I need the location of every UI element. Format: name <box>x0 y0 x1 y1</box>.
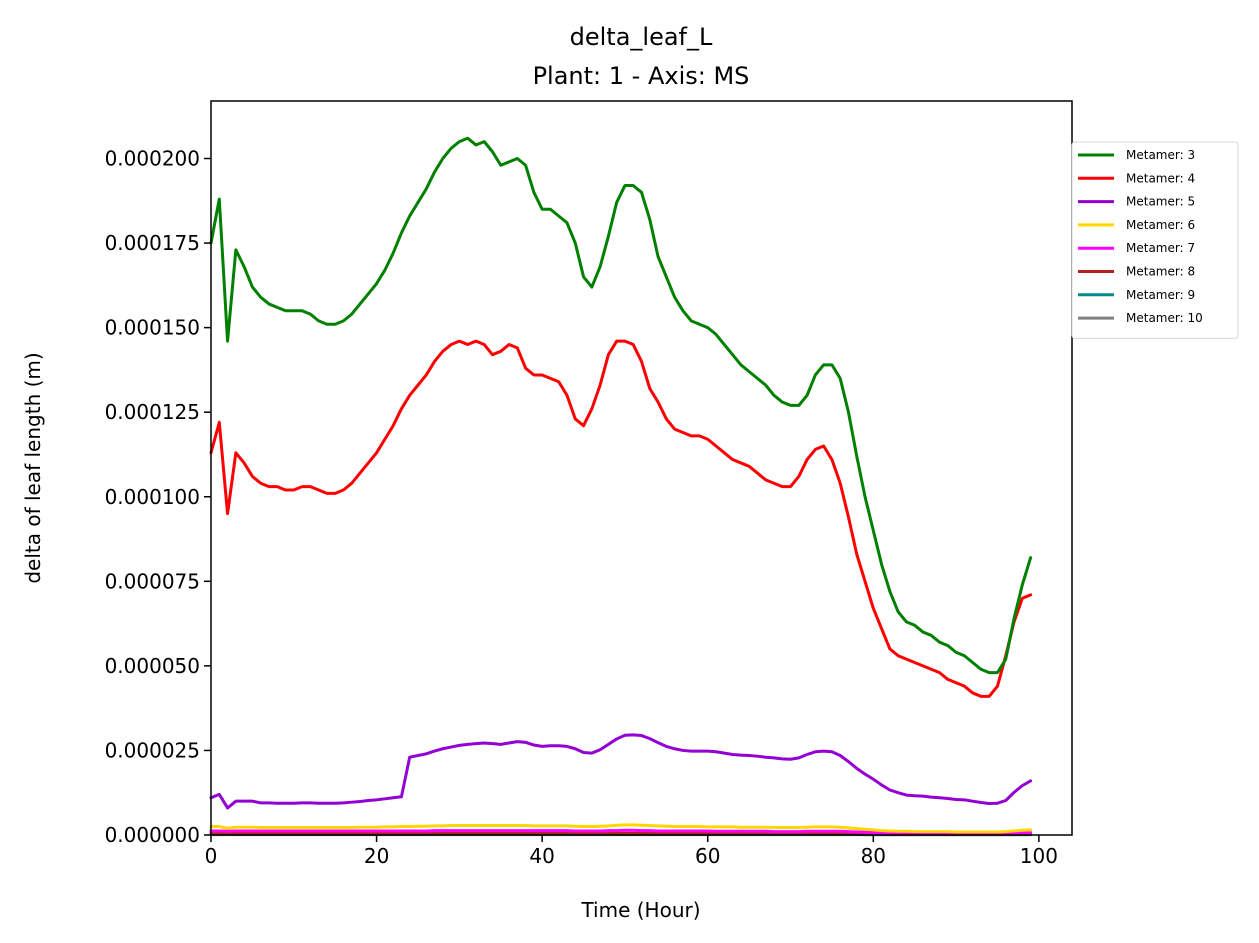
legend-label: Metamer: 10 <box>1126 311 1203 325</box>
series-line-metamer-3 <box>209 136 1033 675</box>
y-axis: 0.000000 0.000025 0.000050 0.000075 0.000100… <box>105 147 211 847</box>
legend-label: Metamer: 4 <box>1126 171 1195 185</box>
x-tick-label: 0 <box>205 844 218 868</box>
legend-box <box>1071 141 1239 339</box>
legend: Metamer: 3 Metamer: 4 Metamer: 5 Metamer: 6… <box>1071 141 1239 339</box>
chart-subtitle: Plant: 1 - Axis: MS <box>533 62 750 90</box>
y-tick-label: 0.000100 <box>105 485 200 509</box>
x-axis: 0 20 40 60 80 100 <box>205 835 1058 868</box>
x-tick-label: 40 <box>529 844 554 868</box>
y-tick-label: 0.000200 <box>105 147 200 171</box>
x-axis-label: Time (Hour) <box>580 898 700 922</box>
y-tick-label: 0.000025 <box>105 738 200 762</box>
legend-label: Metamer: 5 <box>1126 195 1195 209</box>
series-line-metamer-4 <box>209 339 1033 698</box>
series-line-metamer-5 <box>209 733 1033 810</box>
y-tick-label: 0.000150 <box>105 316 200 340</box>
y-tick-label: 0.000075 <box>105 569 200 593</box>
x-tick-label: 80 <box>861 844 886 868</box>
series-line-metamer-7 <box>209 828 1033 836</box>
x-tick-label: 100 <box>1020 844 1058 868</box>
y-axis-label: delta of leaf length (m) <box>21 352 45 583</box>
x-tick-label: 60 <box>695 844 720 868</box>
y-tick-label: 0.000175 <box>105 231 200 255</box>
series-line-metamer-6 <box>209 823 1033 834</box>
legend-label: Metamer: 8 <box>1126 265 1195 279</box>
legend-label: Metamer: 9 <box>1126 288 1195 302</box>
legend-label: Metamer: 3 <box>1126 148 1195 162</box>
y-tick-label: 0.000050 <box>105 654 200 678</box>
x-tick-label: 20 <box>364 844 389 868</box>
legend-label: Metamer: 6 <box>1126 218 1195 232</box>
y-tick-label: 0.000125 <box>105 400 200 424</box>
y-tick-label: 0.000000 <box>105 823 200 847</box>
legend-label: Metamer: 7 <box>1126 241 1195 255</box>
chart-title: delta_leaf_L <box>570 23 713 51</box>
plot-frame <box>210 100 1073 836</box>
